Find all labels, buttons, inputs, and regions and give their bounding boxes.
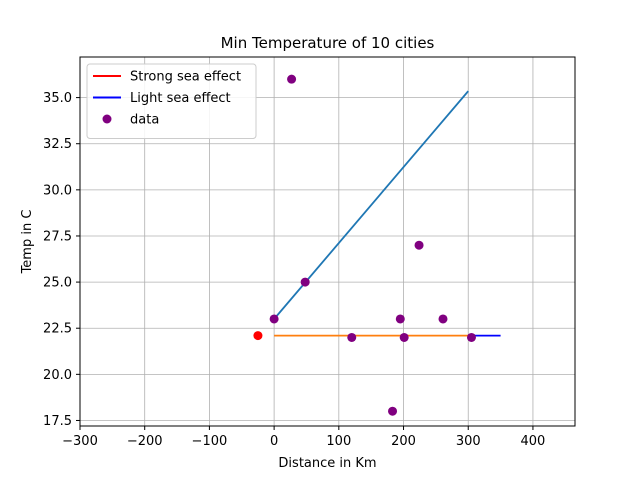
x-axis-label: Distance in Km xyxy=(278,456,376,471)
data-point xyxy=(287,74,297,84)
data-point xyxy=(399,332,409,342)
x-tick-label: 300 xyxy=(456,434,481,449)
y-tick-label: 25.0 xyxy=(43,276,72,291)
legend: Strong sea effect Light sea effect data xyxy=(86,63,257,139)
x-tick-label: 0 xyxy=(270,434,278,449)
data-point xyxy=(347,332,357,342)
y-tick-label: 22.5 xyxy=(43,322,72,337)
y-tick-label: 35.0 xyxy=(43,91,72,106)
y-tick-label: 17.5 xyxy=(43,414,72,429)
x-tick-label: −200 xyxy=(127,434,163,449)
x-tick-label: 100 xyxy=(326,434,351,449)
scatter-points xyxy=(253,74,476,416)
legend-marker-swatch xyxy=(102,114,112,124)
y-tick-label: 20.0 xyxy=(43,368,72,383)
legend-label: Strong sea effect xyxy=(130,70,241,85)
legend-label: data xyxy=(130,113,159,128)
data-point xyxy=(466,332,476,342)
x-tick-label: −100 xyxy=(192,434,228,449)
data-point xyxy=(395,314,405,324)
data-point xyxy=(438,314,448,324)
y-axis-label: Temp in C xyxy=(20,210,35,275)
legend-label: Light sea effect xyxy=(130,91,231,106)
marker-point xyxy=(253,331,263,341)
legend-box xyxy=(86,63,257,139)
x-tick-label: 200 xyxy=(391,434,416,449)
x-tick-label: 400 xyxy=(521,434,546,449)
data-point xyxy=(300,277,310,287)
y-tick-label: 27.5 xyxy=(43,229,72,244)
axis-ticks: −300 −200 −100 0 100 200 300 400 17.5 20.0 22.5 25.… xyxy=(43,91,545,449)
y-tick-label: 30.0 xyxy=(43,183,72,198)
y-tick-label: 32.5 xyxy=(43,137,72,152)
data-point xyxy=(388,406,398,416)
data-point xyxy=(414,240,424,250)
plot-frame xyxy=(79,56,576,427)
x-tick-label: −300 xyxy=(62,434,98,449)
chart-title: Min Temperature of 10 cities xyxy=(221,34,435,52)
data-point xyxy=(269,314,279,324)
